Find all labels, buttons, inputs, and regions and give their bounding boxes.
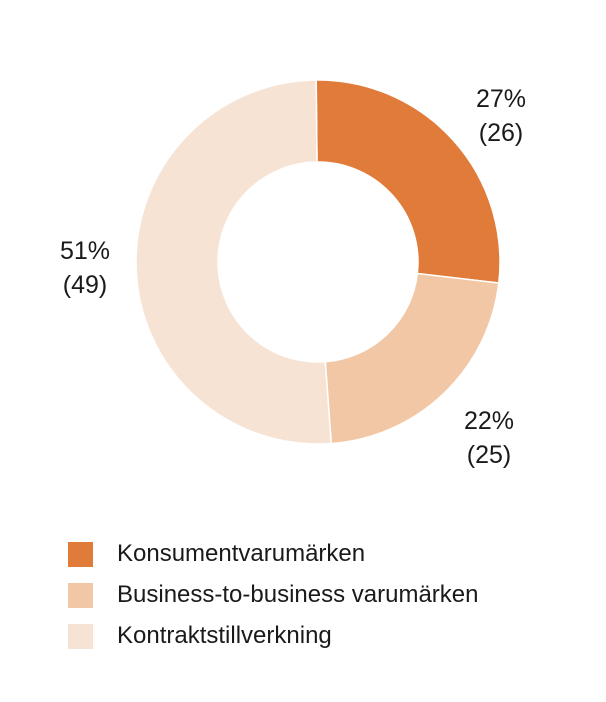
donut-slice-1 — [315, 79, 501, 284]
slice-previous-value: (25) — [466, 441, 512, 469]
donut-slice-2 — [324, 272, 500, 445]
donut-chart — [135, 79, 501, 445]
slice-label-konsumentvarumarken: 27% (26) — [462, 82, 540, 150]
legend-label: Business-to-business varumärken — [117, 581, 479, 608]
slice-percent: 51% — [59, 237, 111, 265]
legend-item-konsumentvarumarken: Konsumentvarumärken — [68, 540, 479, 568]
donut-slice-3 — [135, 79, 333, 445]
slice-label-kontraktstillverkning: 51% (49) — [46, 234, 124, 302]
legend-swatch — [68, 582, 93, 608]
slice-label-business-to-business: 22% (25) — [450, 404, 528, 472]
slice-previous-value: (26) — [478, 119, 524, 147]
slice-percent: 27% — [475, 85, 527, 113]
legend-item-kontraktstillverkning: Kontraktstillverkning — [68, 622, 479, 650]
legend-swatch — [68, 541, 93, 567]
legend-swatch — [68, 623, 93, 649]
slice-percent: 22% — [463, 407, 515, 435]
legend-item-business-to-business: Business-to-business varumärken — [68, 581, 479, 609]
slice-previous-value: (49) — [62, 271, 108, 299]
chart-legend: Konsumentvarumärken Business-to-business… — [68, 540, 479, 663]
legend-label: Konsumentvarumärken — [117, 540, 366, 567]
legend-label: Kontraktstillverkning — [117, 622, 332, 649]
